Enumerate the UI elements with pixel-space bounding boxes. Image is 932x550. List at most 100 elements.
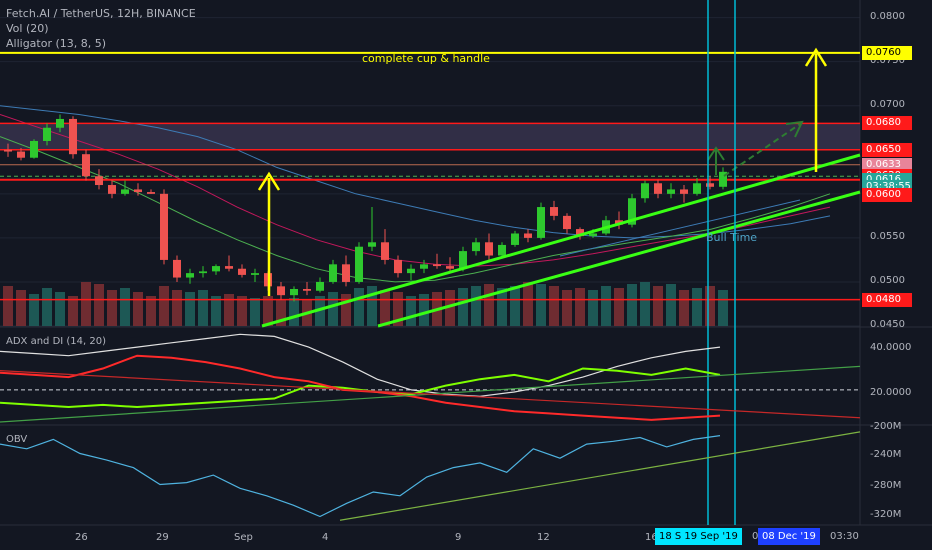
target-arrow-head xyxy=(804,47,828,67)
candle-body xyxy=(641,183,649,199)
candle-body xyxy=(238,268,246,275)
candle-body xyxy=(303,288,311,291)
time-tick: Sep xyxy=(234,532,253,543)
price-level-label: 0.0760 xyxy=(862,45,912,60)
obv-pane-title: OBV xyxy=(6,434,28,445)
volume-bar xyxy=(185,292,195,326)
adx-pane-title: ADX and DI (14, 20) xyxy=(6,336,106,347)
time-tick: 12 xyxy=(537,532,550,543)
volume-bar xyxy=(523,282,533,326)
price-tick: 0.0450 xyxy=(870,319,905,330)
alligator-jaw-line xyxy=(0,105,831,239)
obv-trendline xyxy=(339,431,861,521)
candle-body xyxy=(654,183,662,194)
candle-body xyxy=(251,273,259,275)
candle-body xyxy=(394,259,402,274)
volume-bar xyxy=(679,290,689,326)
candle-body xyxy=(381,242,389,260)
candle-body xyxy=(537,207,545,238)
candle-body xyxy=(459,251,467,269)
volume-bar xyxy=(3,286,13,326)
candle-body xyxy=(524,233,532,238)
candle-body xyxy=(173,259,181,278)
range-end-badge[interactable]: 08 Dec '19 xyxy=(758,528,820,545)
volume-bar xyxy=(601,286,611,326)
candle-body xyxy=(329,264,337,282)
alligator-teeth-line xyxy=(0,114,831,267)
volume-bar xyxy=(16,290,26,326)
volume-bar xyxy=(536,284,546,326)
candle-body xyxy=(316,281,324,291)
candle-body xyxy=(563,215,571,230)
volume-bar xyxy=(458,288,468,326)
volume-bar xyxy=(42,288,52,326)
projection-arrow-diag xyxy=(723,123,801,177)
adx-tick-40: 40.0000 xyxy=(870,342,912,353)
volume-bar xyxy=(120,288,130,326)
cup-handle-annotation: complete cup & handle xyxy=(362,52,490,65)
volume-bar xyxy=(315,296,325,326)
volume-bar xyxy=(107,290,117,326)
volume-bar xyxy=(198,290,208,326)
volume-bar xyxy=(211,296,221,326)
price-level-label: 0.0650 xyxy=(862,142,912,157)
candle-body xyxy=(472,242,480,252)
volume-bar xyxy=(263,296,273,326)
volume-bar xyxy=(627,284,637,326)
volume-bar xyxy=(94,284,104,326)
volume-bar xyxy=(692,288,702,326)
candle-body xyxy=(199,271,207,274)
candle-body xyxy=(355,246,363,282)
volume-bar xyxy=(289,298,299,326)
candle-body xyxy=(290,288,298,296)
volume-bar xyxy=(380,290,390,326)
range-gap-label: 0 xyxy=(752,531,759,542)
bull-time-annotation: Bull Time xyxy=(706,231,758,244)
candle-body xyxy=(108,185,116,194)
adx-tick-20: 20.0000 xyxy=(870,387,912,398)
candle-body xyxy=(82,154,90,177)
volume-bar xyxy=(640,282,650,326)
volume-bar xyxy=(250,298,260,326)
volume-bar xyxy=(393,292,403,326)
candle-body xyxy=(342,264,350,282)
price-tick: 0.0800 xyxy=(870,10,905,22)
volume-legend: Vol (20) xyxy=(6,22,49,35)
candle-body xyxy=(56,118,64,128)
volume-bar xyxy=(549,286,559,326)
adx-tick-200m: -200M xyxy=(870,421,902,432)
price-tick: 0.0500 xyxy=(870,274,905,286)
obv-line xyxy=(0,435,721,518)
volume-bar xyxy=(718,290,728,326)
candle-body xyxy=(121,189,129,194)
volume-bar xyxy=(445,290,455,326)
volume-bar xyxy=(237,296,247,326)
volume-bar xyxy=(68,296,78,326)
thin-trendline xyxy=(559,199,801,257)
candle-body xyxy=(43,127,51,141)
candle-body xyxy=(69,118,77,155)
time-tick: 4 xyxy=(322,532,329,543)
candle-body xyxy=(693,183,701,194)
candle-body xyxy=(4,149,12,152)
alligator-legend: Alligator (13, 8, 5) xyxy=(6,37,107,50)
projection-arrow-diag-head xyxy=(785,120,804,138)
volume-bar xyxy=(133,292,143,326)
volume-bar xyxy=(484,284,494,326)
volume-bar xyxy=(666,284,676,326)
candle-body xyxy=(511,233,519,245)
volume-bar xyxy=(328,292,338,326)
volume-bar xyxy=(354,288,364,326)
volume-bar xyxy=(497,288,507,326)
candle-body xyxy=(628,198,636,225)
price-tick: 0.0750 xyxy=(870,54,905,66)
candle-body xyxy=(485,242,493,256)
price-level-label: 0.0480 xyxy=(862,292,912,307)
volume-bar xyxy=(276,300,286,326)
candle-body xyxy=(680,189,688,194)
volume-bar xyxy=(471,286,481,326)
range-start-badge[interactable]: 18 S 19 Sep '19 xyxy=(655,528,742,545)
time-tick: 9 xyxy=(455,532,462,543)
volume-bar xyxy=(159,286,169,326)
